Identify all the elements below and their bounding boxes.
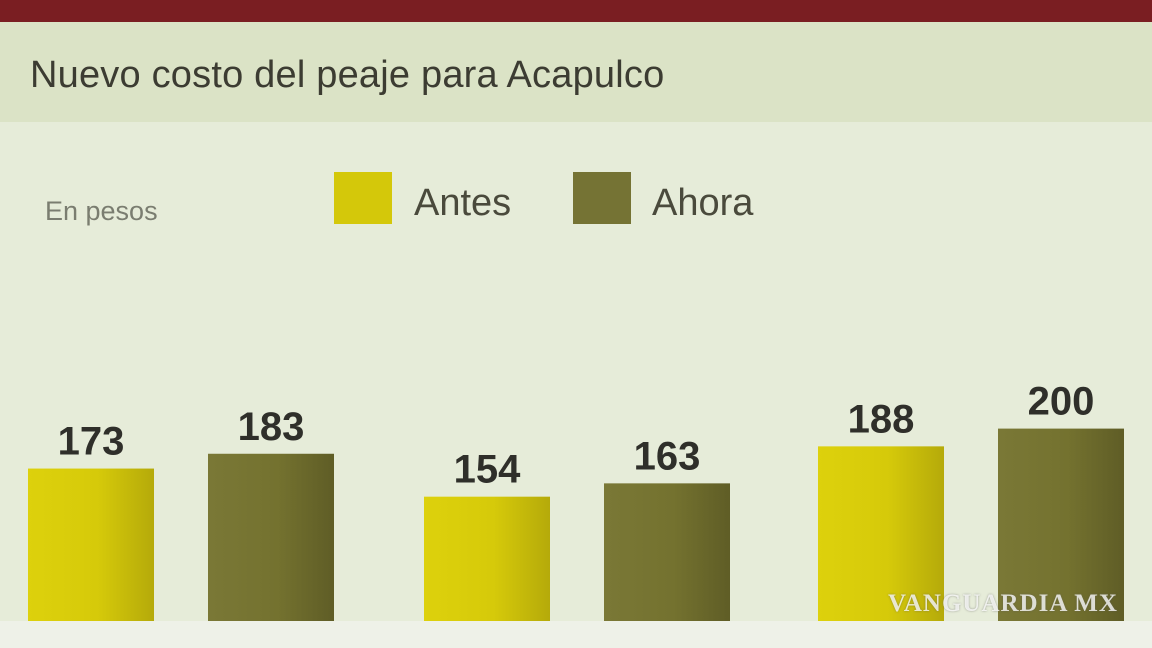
chart-title: Nuevo costo del peaje para Acapulco [30, 54, 665, 96]
title-band [0, 22, 1152, 122]
data-label-ahora-2: 163 [634, 434, 701, 478]
bar-ahora-1 [208, 453, 334, 621]
header-bar [0, 0, 1152, 22]
bar-ahora-3 [998, 428, 1124, 621]
y-axis-unit-label: En pesos [45, 196, 158, 226]
bar-antes-2 [424, 496, 550, 621]
bottom-strip [0, 621, 1152, 648]
data-label-ahora-1: 183 [238, 405, 305, 449]
data-label-antes-1: 173 [58, 420, 125, 464]
bar-ahora-2 [604, 483, 730, 621]
data-label-antes-3: 188 [848, 397, 915, 441]
legend-label-ahora: Ahora [652, 182, 754, 224]
data-label-ahora-3: 200 [1028, 380, 1095, 424]
legend-swatch-ahora [573, 172, 631, 224]
bar-antes-3 [818, 446, 944, 621]
data-label-antes-2: 154 [454, 448, 521, 492]
bar-antes-1 [28, 468, 154, 621]
legend-label-antes: Antes [414, 182, 512, 224]
legend-swatch-antes [334, 172, 392, 224]
watermark-logo: VANGUARDIA MX [888, 590, 1118, 617]
